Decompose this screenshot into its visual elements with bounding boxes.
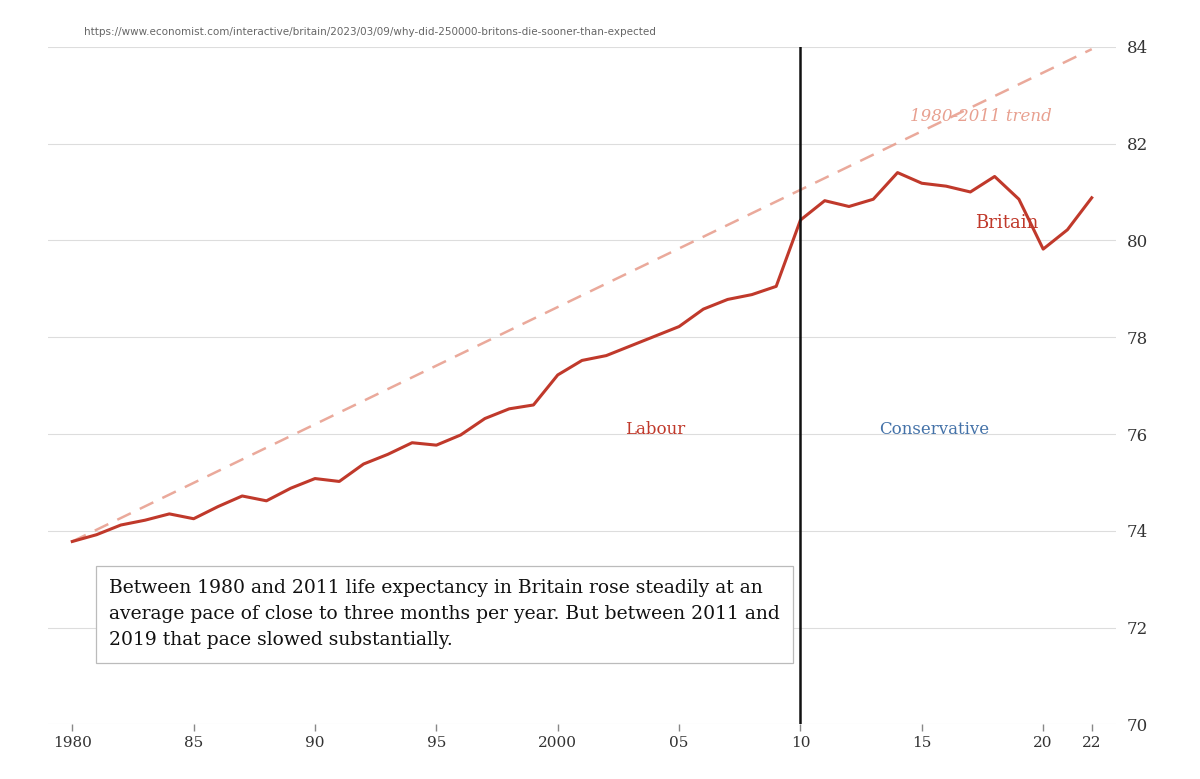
Text: 1980-2011 trend: 1980-2011 trend <box>910 108 1051 125</box>
Text: Labour: Labour <box>625 421 685 438</box>
Text: Conservative: Conservative <box>878 421 989 438</box>
Text: Britain: Britain <box>976 214 1038 232</box>
Text: Between 1980 and 2011 life expectancy in Britain rose steadily at an
average pac: Between 1980 and 2011 life expectancy in… <box>109 579 780 650</box>
Text: https://www.economist.com/interactive/britain/2023/03/09/why-did-250000-britons-: https://www.economist.com/interactive/br… <box>84 27 656 37</box>
